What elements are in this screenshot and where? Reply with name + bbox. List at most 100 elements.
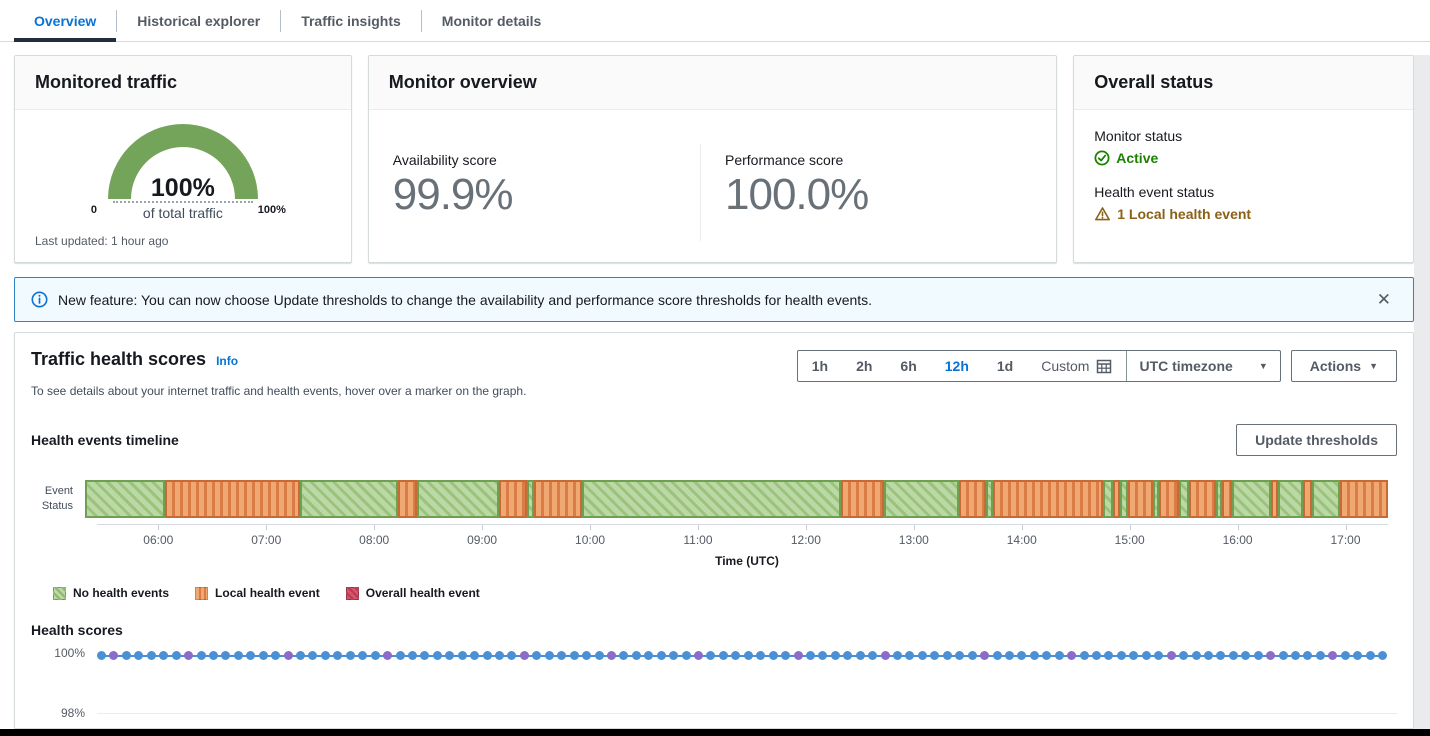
score-point[interactable] (1291, 651, 1300, 660)
score-point[interactable] (1029, 651, 1039, 660)
score-point[interactable] (606, 651, 616, 660)
timeline-segment-local-health-event[interactable] (164, 480, 300, 518)
score-point[interactable] (756, 651, 766, 660)
score-point[interactable] (594, 651, 604, 660)
timeline-segment-local-health-event[interactable] (397, 480, 417, 518)
timeline-segment-local-health-event[interactable] (1222, 480, 1233, 518)
event-status-bar[interactable] (85, 480, 1389, 518)
timeline-segment-no-health-events[interactable] (1179, 480, 1190, 518)
score-point[interactable] (905, 651, 915, 660)
score-point[interactable] (495, 651, 504, 660)
score-point[interactable] (1328, 651, 1338, 660)
score-point[interactable] (644, 651, 654, 660)
score-point[interactable] (992, 651, 1002, 660)
score-point[interactable] (296, 651, 305, 660)
score-point[interactable] (519, 651, 529, 660)
score-point[interactable] (1365, 651, 1375, 660)
score-point[interactable] (1353, 651, 1363, 660)
score-point[interactable] (121, 651, 131, 660)
score-point[interactable] (407, 651, 417, 660)
score-point[interactable] (196, 651, 206, 660)
score-point[interactable] (1141, 651, 1151, 660)
score-point[interactable] (955, 651, 965, 660)
score-point[interactable] (880, 651, 890, 660)
score-point[interactable] (793, 651, 803, 660)
timeline-segment-local-health-event[interactable] (1113, 480, 1121, 518)
score-point[interactable] (818, 651, 828, 660)
update-thresholds-button[interactable]: Update thresholds (1236, 424, 1397, 456)
score-point[interactable] (146, 651, 156, 660)
score-point[interactable] (445, 651, 455, 660)
tab-overview[interactable]: Overview (14, 0, 117, 42)
score-point[interactable] (1253, 651, 1263, 660)
score-point[interactable] (967, 651, 977, 660)
score-point[interactable] (333, 651, 343, 660)
score-point[interactable] (1092, 651, 1101, 660)
score-point[interactable] (320, 651, 330, 660)
timeline-segment-no-health-events[interactable] (581, 480, 842, 518)
timeline-segment-local-health-event[interactable] (1303, 480, 1313, 518)
score-point[interactable] (1179, 651, 1189, 660)
score-point[interactable] (283, 651, 293, 660)
timeline-segment-local-health-event[interactable] (533, 480, 582, 518)
score-point[interactable] (694, 651, 703, 660)
timezone-dropdown[interactable]: UTC timezone ▼ (1127, 351, 1279, 381)
score-point[interactable] (233, 651, 243, 660)
score-point[interactable] (258, 651, 268, 660)
score-point[interactable] (420, 651, 430, 660)
score-point[interactable] (1079, 651, 1089, 660)
tab-historical-explorer[interactable]: Historical explorer (117, 0, 280, 41)
score-point[interactable] (1116, 651, 1126, 660)
score-point[interactable] (184, 651, 194, 660)
timeline-segment-no-health-events[interactable] (1103, 480, 1114, 518)
info-link[interactable]: Info (216, 354, 239, 368)
score-point[interactable] (470, 651, 480, 660)
score-point[interactable] (308, 651, 318, 660)
score-point[interactable] (582, 651, 592, 660)
score-point[interactable] (557, 651, 567, 660)
timeline-segment-no-health-events[interactable] (416, 480, 499, 518)
score-point[interactable] (768, 651, 778, 660)
timeline-segment-no-health-events[interactable] (1232, 480, 1272, 518)
score-markers[interactable] (97, 651, 1388, 661)
score-point[interactable] (457, 651, 467, 660)
timeline-segment-no-health-events[interactable] (986, 480, 994, 518)
score-point[interactable] (1166, 651, 1176, 660)
time-range-1h[interactable]: 1h (798, 351, 842, 381)
score-point[interactable] (669, 651, 679, 660)
timeline-segment-local-health-event[interactable] (841, 480, 885, 518)
score-point[interactable] (569, 651, 579, 660)
score-point[interactable] (781, 651, 791, 660)
score-point[interactable] (134, 651, 144, 660)
timeline-segment-no-health-events[interactable] (526, 480, 534, 518)
score-point[interactable] (619, 651, 629, 660)
score-point[interactable] (171, 651, 181, 660)
tab-traffic-insights[interactable]: Traffic insights (281, 0, 421, 41)
score-point[interactable] (805, 651, 815, 660)
score-point[interactable] (1129, 651, 1139, 660)
score-point[interactable] (208, 651, 218, 660)
score-point[interactable] (681, 651, 691, 660)
score-point[interactable] (1004, 651, 1014, 660)
score-point[interactable] (1241, 651, 1251, 660)
score-point[interactable] (97, 651, 106, 660)
timeline-segment-local-health-event[interactable] (498, 480, 527, 518)
timeline-segment-local-health-event[interactable] (1159, 480, 1180, 518)
score-point[interactable] (1017, 651, 1027, 660)
score-point[interactable] (843, 651, 853, 660)
time-range-6h[interactable]: 6h (886, 351, 930, 381)
score-point[interactable] (221, 651, 231, 660)
timeline-segment-local-health-event[interactable] (993, 480, 1104, 518)
banner-close-button[interactable]: ✕ (1371, 286, 1397, 314)
score-point[interactable] (706, 651, 716, 660)
score-point[interactable] (631, 651, 641, 660)
score-point[interactable] (1378, 651, 1388, 660)
score-point[interactable] (731, 651, 741, 660)
score-point[interactable] (482, 651, 492, 660)
time-range-2h[interactable]: 2h (842, 351, 886, 381)
score-point[interactable] (370, 651, 380, 660)
score-point[interactable] (930, 651, 940, 660)
score-point[interactable] (1054, 651, 1064, 660)
score-point[interactable] (917, 651, 927, 660)
timeline-segment-no-health-events[interactable] (1153, 480, 1160, 518)
